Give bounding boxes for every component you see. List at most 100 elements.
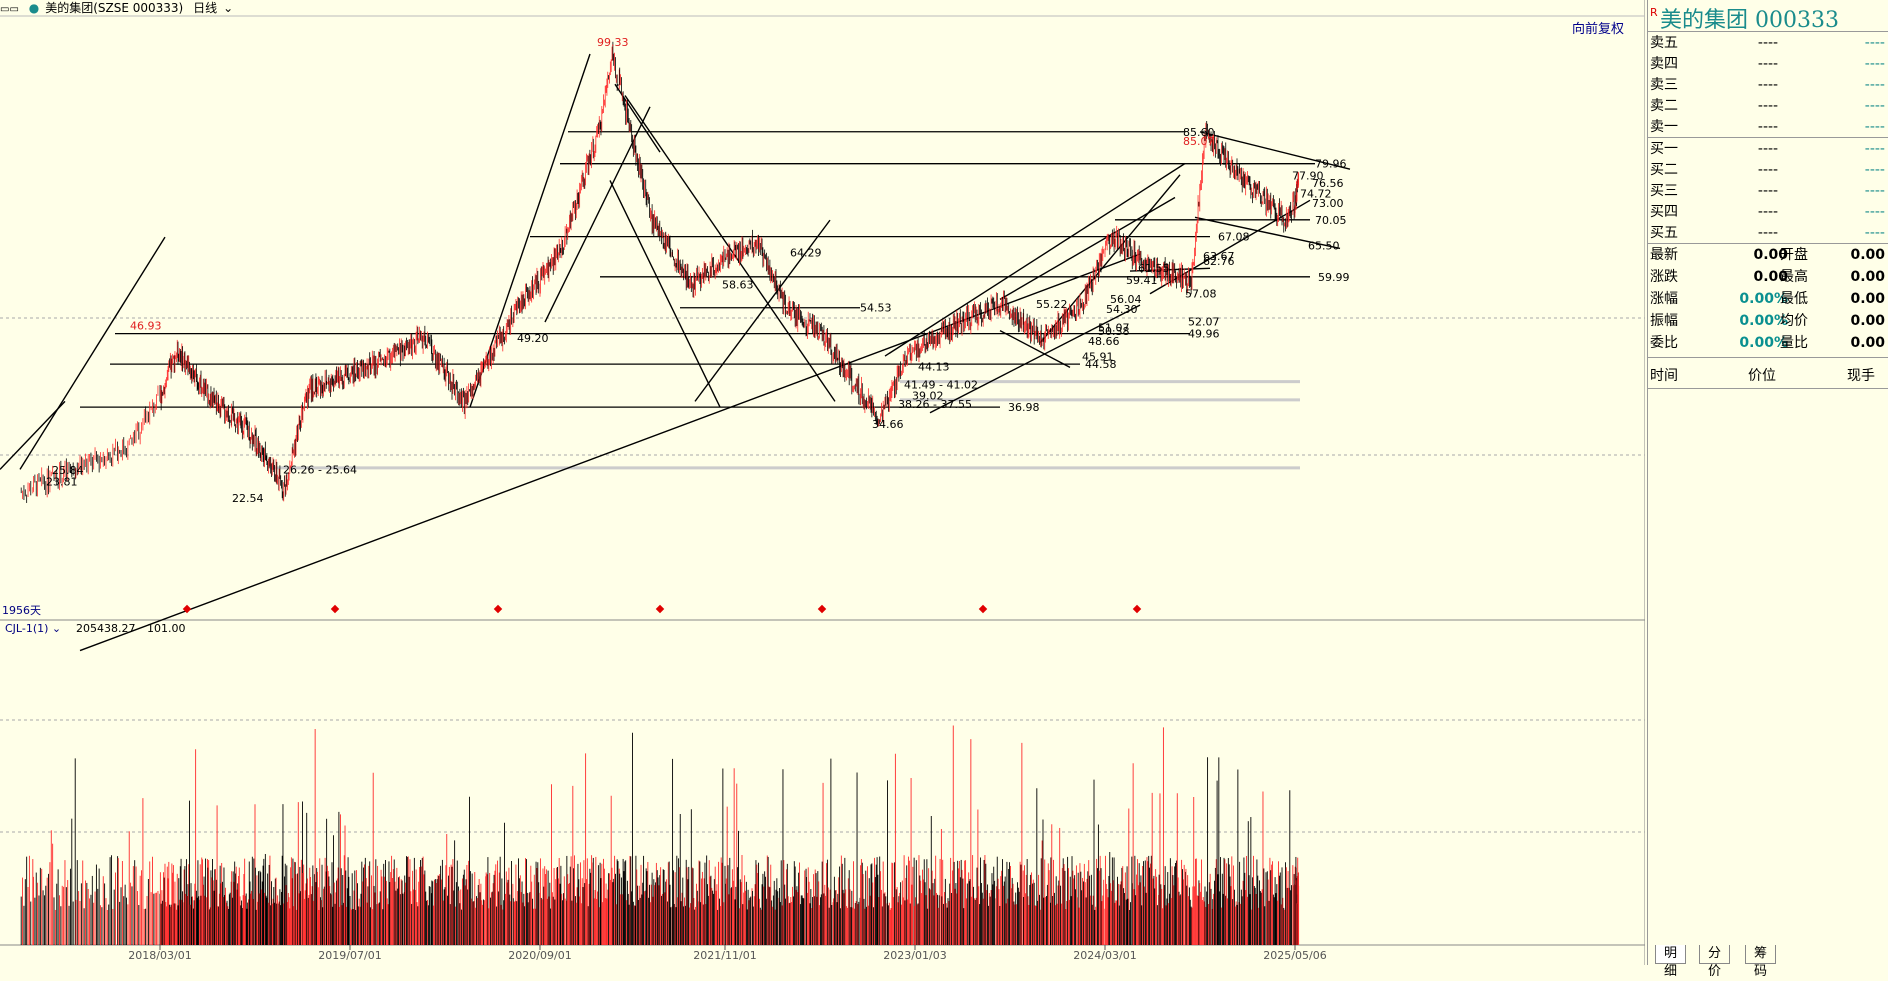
price-level-label: 36.98 xyxy=(1008,401,1040,414)
r-flag: R xyxy=(1650,6,1658,19)
quote-label: 最高 xyxy=(1780,269,1808,285)
price-level-label: 39.02 xyxy=(912,390,944,403)
trend-line xyxy=(1199,131,1351,170)
order-price: ---- xyxy=(1757,77,1779,93)
price-level-label: 59.99 xyxy=(1318,271,1350,284)
order-level-label: 卖四 xyxy=(1650,56,1678,72)
price-level-label: 38.26 - 37.55 xyxy=(898,398,972,411)
tab-detail[interactable]: 明细 xyxy=(1655,945,1687,979)
order-level-label: 卖五 xyxy=(1650,35,1678,51)
quote-value: 0.00% xyxy=(1739,335,1788,351)
price-level-label: 44.13 xyxy=(918,361,950,374)
high-price-label: 99.33 xyxy=(597,36,629,49)
price-level-label: 50.38 xyxy=(1098,325,1130,338)
bid-row: 买五 ---- ---- xyxy=(1648,223,1888,244)
ask-row: 卖五 ---- ---- xyxy=(1648,33,1888,54)
order-price: ---- xyxy=(1757,225,1779,241)
order-level-label: 卖一 xyxy=(1650,119,1678,135)
period-selector[interactable]: 日线 ⌄ xyxy=(193,1,234,15)
ask-row: 卖一 ---- ---- xyxy=(1648,117,1888,138)
quote-label: 均价 xyxy=(1780,313,1808,329)
order-volume: ---- xyxy=(1864,35,1885,51)
price-level-label: 57.08 xyxy=(1185,287,1217,300)
order-volume: ---- xyxy=(1864,77,1885,93)
trend-line xyxy=(694,219,831,402)
quote-value: 0.00 xyxy=(1850,335,1885,351)
quote-value: 0.00% xyxy=(1739,291,1788,307)
order-volume: ---- xyxy=(1864,56,1885,72)
cycle-label: 1956天 xyxy=(2,604,41,617)
chevron-down-icon: ⌄ xyxy=(223,1,234,15)
stock-dot-icon: ● xyxy=(28,1,40,15)
quote-value: 0.00 xyxy=(1850,313,1885,329)
order-price: ---- xyxy=(1757,56,1779,72)
quote-label: 涨幅 xyxy=(1650,291,1678,307)
price-level-label: 59.41 xyxy=(1126,274,1158,287)
bid-row: 买二 ---- ---- xyxy=(1648,160,1888,181)
ticks-header: 时间 价位 现手 xyxy=(1650,368,1875,384)
signal-marker xyxy=(817,604,827,614)
order-price: ---- xyxy=(1757,141,1779,157)
tab-price-distribution[interactable]: 分价 xyxy=(1699,945,1731,979)
price-level-label: 85.60 xyxy=(1183,126,1215,139)
price-level-label: 65.50 xyxy=(1308,240,1340,253)
price-level-label: 58.63 xyxy=(722,279,754,292)
order-price: ---- xyxy=(1757,183,1779,199)
quote-panel: R 美的集团 000333 卖五 ---- ---- 卖四 ---- ---- 卖三 ----… xyxy=(1647,0,1888,965)
adjust-mode[interactable]: 向前复权 xyxy=(1572,22,1625,37)
window-icon[interactable]: ▭▭ xyxy=(0,4,19,15)
price-level-label: 49.96 xyxy=(1188,328,1220,341)
quote-label: 开盘 xyxy=(1780,247,1808,263)
quote-label: 振幅 xyxy=(1650,313,1678,329)
quote-row: 涨跌 0.00 最高 0.00 xyxy=(1648,266,1888,288)
ask-row: 卖四 ---- ---- xyxy=(1648,54,1888,75)
order-price: ---- xyxy=(1757,35,1779,51)
quote-value: 0.00 xyxy=(1850,247,1885,263)
axis-tick-label: 2023/01/03 xyxy=(883,949,946,962)
order-level-label: 买三 xyxy=(1650,183,1678,199)
price-level-label: 73.00 xyxy=(1312,197,1344,210)
price-level-label: 46.93 xyxy=(130,319,162,332)
price-level-label: 64.29 xyxy=(790,246,822,259)
order-volume: ---- xyxy=(1864,162,1885,178)
price-level-label: 74.72 xyxy=(1300,187,1332,200)
price-level-label: 22.54 xyxy=(232,492,264,505)
price-level-label: 23.81 xyxy=(46,476,78,489)
quote-label: 最低 xyxy=(1780,291,1808,307)
price-level-label: 79.96 xyxy=(1315,158,1347,171)
price-level-label: 67.08 xyxy=(1218,231,1250,244)
volume-indicator-value: 101.00 xyxy=(147,622,186,635)
order-price: ---- xyxy=(1757,204,1779,220)
trend-line xyxy=(929,304,1141,414)
bid-row: 买一 ---- ---- xyxy=(1648,139,1888,160)
trend-line xyxy=(999,329,1071,369)
order-level-label: 卖三 xyxy=(1650,77,1678,93)
order-level-label: 买五 xyxy=(1650,225,1678,241)
price-level-label: 54.30 xyxy=(1106,303,1138,316)
trend-line xyxy=(884,162,1186,357)
price-level-label: 34.66 xyxy=(872,418,904,431)
price-level-label: 62.76 xyxy=(1203,255,1235,268)
order-volume: ---- xyxy=(1864,225,1885,241)
signal-marker xyxy=(493,604,503,614)
volume-indicator-value: 205438.27 xyxy=(76,622,136,635)
quote-label: 最新 xyxy=(1650,247,1678,263)
price-level-label: 51.07 xyxy=(1098,321,1130,334)
price-level-label: 85.07 xyxy=(1183,135,1215,148)
order-volume: ---- xyxy=(1864,204,1885,220)
order-level-label: 买二 xyxy=(1650,162,1678,178)
tab-chips[interactable]: 筹码 xyxy=(1745,945,1777,979)
price-level-label: 41.49 - 41.02 xyxy=(904,378,978,391)
stock-label[interactable]: 美的集团(SZSE 000333) xyxy=(45,1,184,15)
trend-line xyxy=(609,180,721,408)
price-level-label: 56.04 xyxy=(1110,293,1142,306)
price-level-label: 48.66 xyxy=(1088,335,1120,348)
signal-marker xyxy=(978,604,988,614)
order-level-label: 买四 xyxy=(1650,204,1678,220)
price-level-label: 44.58 xyxy=(1085,358,1117,371)
axis-tick-label: 2021/11/01 xyxy=(693,949,756,962)
price-level-label: 49.20 xyxy=(517,332,549,345)
quote-row: 最新 0.00 开盘 0.00 xyxy=(1648,244,1888,266)
quote-label: 委比 xyxy=(1650,335,1678,351)
